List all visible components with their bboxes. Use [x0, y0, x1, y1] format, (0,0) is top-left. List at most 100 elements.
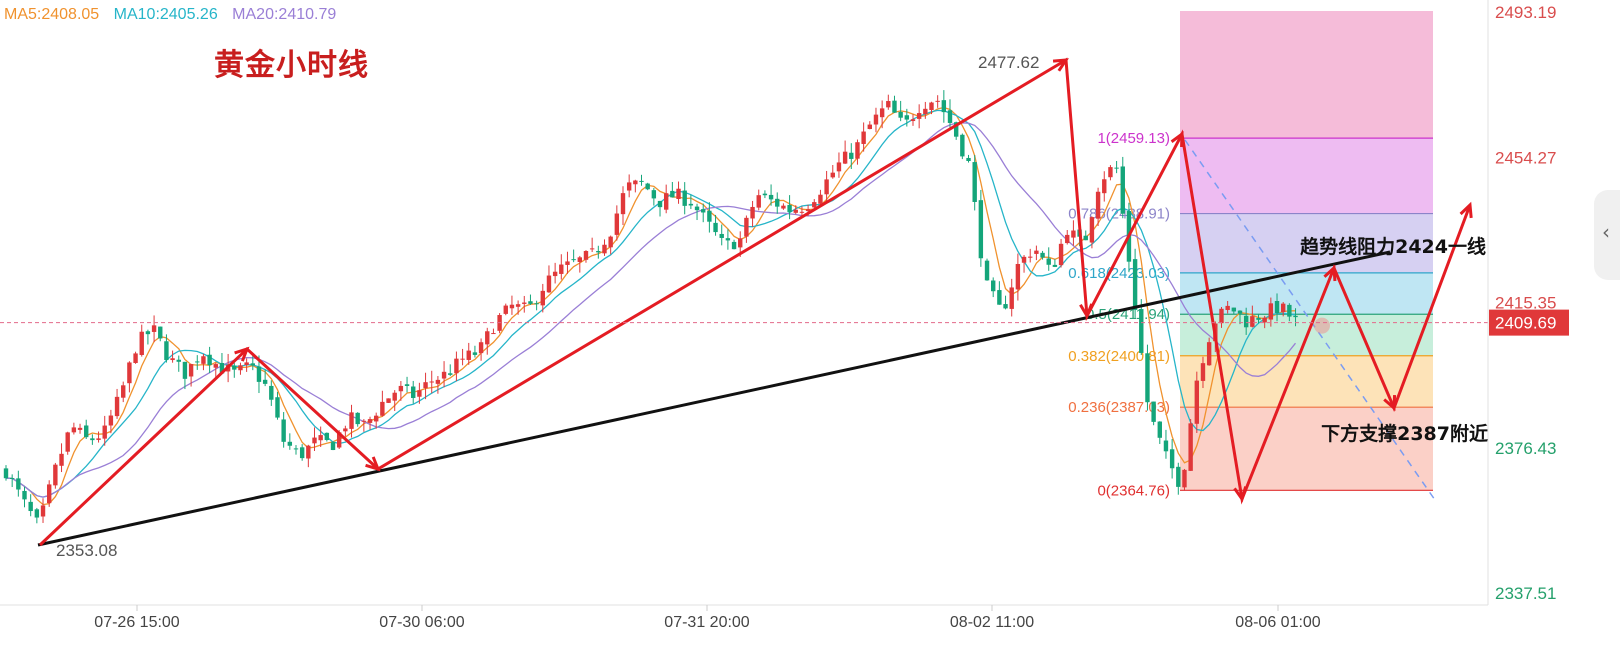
wave-arrowhead [1170, 130, 1184, 148]
candle-body [59, 453, 64, 466]
candle-body [1157, 421, 1162, 438]
candle-body [343, 428, 348, 432]
candle-body [472, 352, 478, 355]
candle-body [639, 180, 644, 182]
candle-body [978, 200, 984, 259]
candle-body [682, 190, 687, 206]
wave-arrowhead [1323, 264, 1337, 282]
candle-body [1262, 317, 1267, 323]
candle-body [454, 358, 459, 374]
candle-body [460, 358, 465, 360]
candle-body [306, 445, 311, 459]
candle-body [849, 152, 854, 159]
fib-band-6 [1180, 407, 1433, 491]
support-trendline [37, 250, 1391, 547]
candle-body [429, 381, 434, 383]
candle-body [1021, 256, 1027, 263]
candle-body [707, 210, 712, 222]
candle-body [596, 251, 601, 253]
wave-arrowhead [1079, 303, 1094, 320]
candle-body [1200, 363, 1206, 381]
candle-body [145, 331, 151, 335]
candle-body [1120, 166, 1125, 214]
candle-body [176, 359, 181, 362]
candle-body [367, 419, 373, 423]
candle-body [750, 206, 755, 219]
candle-body [269, 385, 274, 400]
candle-body [1280, 303, 1286, 313]
price-tick-label-1: 2454.27 [1495, 148, 1556, 167]
time-tick-label-4: 08-06 01:00 [1235, 614, 1321, 631]
candle-body [1046, 258, 1051, 265]
candle-body [725, 238, 731, 241]
candle-body [77, 427, 83, 430]
candle-body [355, 412, 360, 425]
low-price-label: 2353.08 [56, 541, 117, 560]
candle-body [84, 425, 89, 438]
candle-body [670, 190, 675, 198]
candle-body [756, 195, 761, 208]
candle-body [935, 100, 940, 102]
candle-body [1243, 315, 1249, 328]
candle-body [312, 437, 317, 444]
candle-body [1176, 466, 1181, 487]
candle-body [380, 401, 385, 416]
candle-body [879, 108, 885, 118]
candle-body [744, 217, 749, 237]
fib-level-label-1: 0.786(2438.91) [1068, 206, 1170, 223]
candle-body [509, 304, 515, 309]
ma10-line [5, 109, 1296, 498]
candle-body [1052, 264, 1058, 267]
candle-body [207, 354, 212, 366]
candle-body [133, 353, 138, 363]
candle-body [34, 509, 40, 518]
candle-body [466, 350, 471, 360]
candle-body [540, 290, 545, 306]
candle-body [485, 331, 490, 345]
candle-body [626, 182, 632, 191]
candle-body [1206, 342, 1212, 366]
candle-body [731, 241, 737, 250]
candle-body [262, 379, 268, 384]
candle-body [1163, 440, 1169, 452]
time-tick-label-0: 07-26 15:00 [94, 614, 180, 631]
candle-body [404, 384, 410, 386]
candle-body [114, 396, 120, 417]
candle-body [158, 326, 163, 339]
candle-body [552, 271, 558, 277]
time-tick-label-3: 08-02 11:00 [950, 614, 1034, 631]
fib-level-label-6: 0(2364.76) [1097, 482, 1170, 499]
candle-body [417, 390, 422, 397]
candle-body [1139, 309, 1144, 353]
current-price-label: 2409.69 [1495, 314, 1556, 333]
candle-body [1225, 305, 1230, 310]
ma10-legend: MA10:2405.26 [113, 6, 218, 23]
candle-body [645, 183, 650, 190]
candle-body [503, 305, 508, 314]
current-price-badge [1489, 309, 1569, 336]
candle-body [65, 432, 70, 452]
candle-body [96, 438, 101, 440]
candle-body [1108, 167, 1113, 178]
collapse-side-panel-button[interactable]: ‹ [1594, 190, 1620, 280]
candle-body [657, 200, 663, 208]
candle-body [324, 432, 330, 440]
fib-level-label-0: 1(2459.13) [1097, 130, 1170, 147]
candle-body [818, 194, 823, 204]
candle-body [589, 248, 595, 250]
candle-body [1194, 380, 1200, 424]
fib-band-1 [1180, 138, 1433, 214]
candlestick-series [3, 90, 1298, 524]
candle-body [1132, 259, 1138, 310]
candle-body [53, 464, 58, 486]
candle-body [213, 364, 218, 368]
candle-body [3, 468, 9, 479]
candle-body [953, 122, 959, 137]
fib-band-2 [1180, 213, 1433, 273]
candle-body [1145, 353, 1150, 403]
candle-body [546, 275, 552, 293]
candle-body [478, 342, 484, 354]
candle-body [398, 385, 404, 392]
candle-body [762, 193, 768, 196]
candle-body [108, 415, 114, 426]
